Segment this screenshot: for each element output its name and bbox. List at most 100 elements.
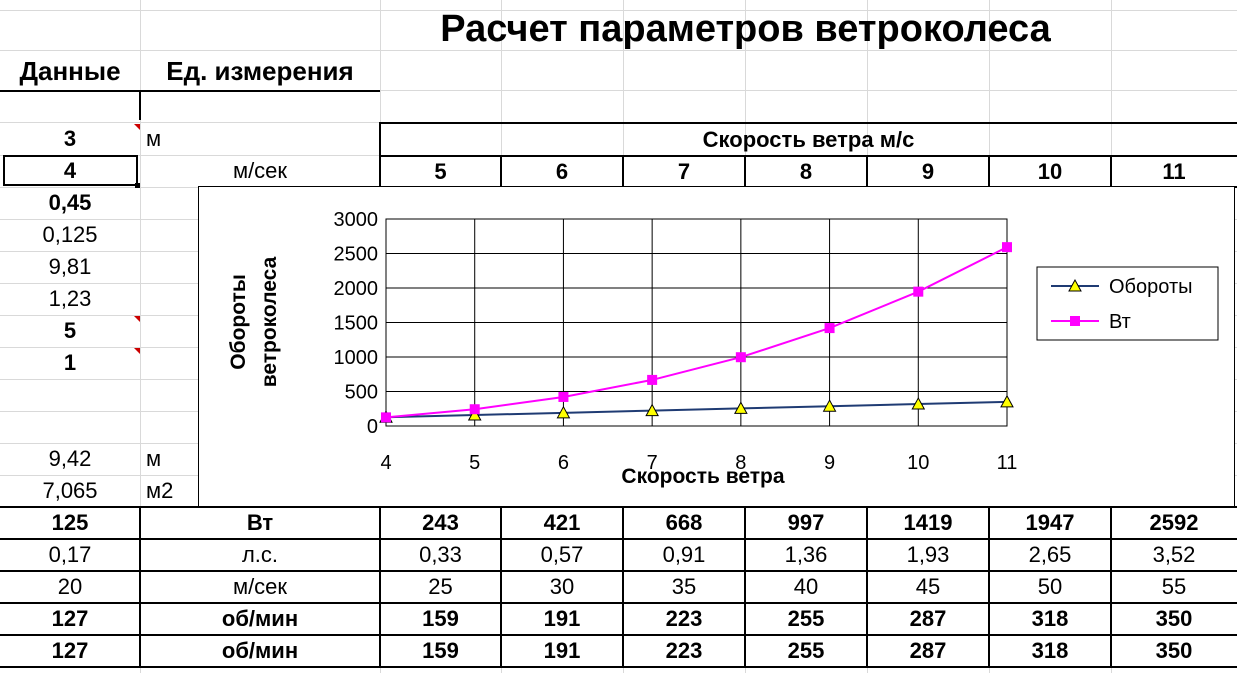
table-cell[interactable]: 1,36 bbox=[784, 542, 828, 567]
table-cell[interactable]: 2592 bbox=[1149, 510, 1199, 535]
table-cell[interactable]: 350 bbox=[1155, 638, 1193, 663]
table-row-unit[interactable]: об/мин bbox=[221, 638, 299, 663]
x-tick-label: 11 bbox=[997, 452, 1018, 474]
x-tick-label: 9 bbox=[824, 452, 835, 474]
plot-area bbox=[385, 218, 1008, 427]
speed-col-header: 5 bbox=[434, 159, 447, 184]
data-value[interactable]: 3 bbox=[63, 126, 77, 151]
y-tick-label: 3000 bbox=[334, 209, 379, 231]
x-tick-label: 4 bbox=[380, 452, 391, 474]
table-cell[interactable]: 255 bbox=[787, 638, 825, 663]
table-cell[interactable]: 287 bbox=[909, 606, 947, 631]
header-data: Данные bbox=[19, 56, 121, 86]
table-cell[interactable]: 350 bbox=[1155, 606, 1193, 631]
data-unit[interactable]: м bbox=[146, 126, 162, 151]
table-row-first[interactable]: 127 bbox=[51, 606, 89, 631]
table-cell[interactable]: 1947 bbox=[1025, 510, 1075, 535]
point-vt bbox=[558, 391, 569, 402]
data-value[interactable]: 9,81 bbox=[48, 254, 92, 279]
chart-svg: 0 500 1000 1500 2000 2500 3000 4 5 6 7 8 9 10 11 Скорос… bbox=[227, 209, 1219, 488]
table-cell[interactable]: 55 bbox=[1161, 574, 1187, 599]
legend bbox=[1036, 266, 1219, 341]
point-vt bbox=[913, 286, 924, 297]
point-oboroty bbox=[822, 399, 837, 412]
data-unit[interactable]: м/сек bbox=[232, 158, 288, 183]
table-row-first[interactable]: 127 bbox=[51, 638, 89, 663]
table-cell[interactable]: 35 bbox=[671, 574, 697, 599]
table-row-first[interactable]: 125 bbox=[51, 510, 89, 535]
point-oboroty bbox=[911, 397, 926, 410]
chart[interactable]: 0 500 1000 1500 2000 2500 3000 4 5 6 7 8 9 10 11 Скорос… bbox=[198, 186, 1235, 507]
point-vt bbox=[381, 412, 391, 423]
data-value[interactable]: 1 bbox=[63, 350, 77, 375]
table-row-unit[interactable]: об/мин bbox=[221, 606, 299, 631]
table-cell[interactable]: 287 bbox=[909, 638, 947, 663]
table-cell[interactable]: 30 bbox=[549, 574, 575, 599]
legend-marker-vt bbox=[1070, 316, 1080, 326]
sheet-title: Расчет параметров ветроколеса bbox=[440, 8, 1051, 50]
point-oboroty bbox=[1000, 394, 1014, 408]
table-cell[interactable]: 1,93 bbox=[906, 542, 950, 567]
table-cell[interactable]: 45 bbox=[915, 574, 941, 599]
data-value[interactable]: 7,065 bbox=[42, 478, 98, 503]
table-cell[interactable]: 3,52 bbox=[1152, 542, 1196, 567]
fill-handle[interactable] bbox=[135, 183, 140, 188]
table-cell[interactable]: 1419 bbox=[903, 510, 953, 535]
table-cell[interactable]: 668 bbox=[665, 510, 703, 535]
x-tick-label: 8 bbox=[735, 452, 746, 474]
speed-col-header: 8 bbox=[799, 159, 813, 184]
table-cell[interactable]: 159 bbox=[422, 638, 459, 663]
data-value[interactable] bbox=[0, 379, 140, 411]
data-value[interactable]: 9,42 bbox=[48, 446, 92, 471]
table-cell[interactable]: 159 bbox=[422, 606, 459, 631]
speed-col-header: 11 bbox=[1162, 159, 1186, 184]
point-oboroty bbox=[467, 407, 482, 421]
table-cell[interactable]: 223 bbox=[665, 638, 703, 663]
table-cell[interactable]: 421 bbox=[543, 510, 581, 535]
point-vt bbox=[647, 374, 658, 385]
speed-col-header: 10 bbox=[1037, 159, 1063, 184]
data-value[interactable] bbox=[0, 411, 140, 443]
table-cell[interactable]: 50 bbox=[1037, 574, 1063, 599]
table-row-unit[interactable]: м/сек bbox=[232, 574, 288, 599]
table-cell[interactable]: 25 bbox=[428, 574, 453, 599]
table-cell[interactable]: 0,57 bbox=[540, 542, 584, 567]
table-cell[interactable]: 2,65 bbox=[1028, 542, 1072, 567]
table-cell[interactable]: 318 bbox=[1031, 606, 1069, 631]
table-cell[interactable]: 318 bbox=[1031, 638, 1069, 663]
data-value[interactable]: 0,45 bbox=[48, 190, 92, 215]
table-cell[interactable]: 0,91 bbox=[662, 542, 706, 567]
point-oboroty bbox=[734, 401, 748, 414]
data-value[interactable]: 1,23 bbox=[48, 286, 92, 311]
table-cell[interactable]: 223 bbox=[665, 606, 703, 631]
point-vt bbox=[735, 352, 746, 363]
table-cell[interactable]: 191 bbox=[543, 606, 581, 631]
selected-cell[interactable] bbox=[3, 155, 138, 186]
table-cell[interactable]: 997 bbox=[787, 510, 825, 535]
data-value[interactable]: 4 bbox=[63, 158, 77, 183]
legend-marker-oboroty bbox=[1068, 278, 1082, 292]
table-cell[interactable]: 40 bbox=[793, 574, 819, 599]
data-value[interactable]: 5 bbox=[63, 318, 77, 343]
series-line bbox=[385, 246, 1008, 419]
table-row-unit[interactable]: Вт bbox=[246, 510, 274, 535]
x-tick-label: 10 bbox=[907, 452, 929, 474]
table-cell[interactable]: 0,33 bbox=[419, 542, 462, 567]
table-row-unit[interactable]: л.с. bbox=[241, 542, 279, 567]
table-row-first[interactable]: 20 bbox=[57, 574, 83, 599]
table-cell[interactable]: 255 bbox=[787, 606, 825, 631]
table-row-first[interactable]: 0,17 bbox=[48, 542, 92, 567]
header-units: Ед. измерения bbox=[166, 56, 354, 86]
point-oboroty bbox=[645, 403, 659, 417]
legend-label-vt: Вт bbox=[1109, 311, 1131, 333]
point-vt bbox=[469, 404, 480, 415]
data-unit[interactable]: м2 bbox=[146, 478, 174, 503]
point-vt bbox=[824, 323, 835, 334]
table-cell[interactable]: 243 bbox=[422, 510, 459, 535]
data-value[interactable]: 0,125 bbox=[42, 222, 98, 247]
table-cell[interactable]: 191 bbox=[543, 638, 581, 663]
y-axis-title-line1: Обороты bbox=[227, 274, 250, 369]
x-tick-label: 5 bbox=[469, 452, 480, 474]
data-unit[interactable]: м bbox=[146, 446, 162, 471]
point-vt bbox=[1002, 242, 1012, 253]
